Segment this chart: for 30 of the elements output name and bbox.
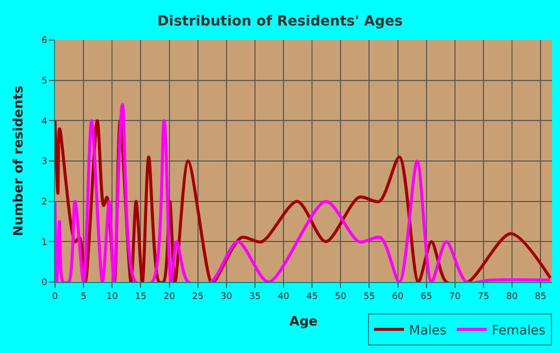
x-tick-label: 45 [306,292,318,302]
legend-label: Males [409,323,447,338]
x-tick-label: 55 [363,292,375,302]
y-tick-label: 3 [41,157,48,168]
x-tick-label: 5 [80,292,86,302]
y-axis-title: Number of residents [11,85,26,236]
y-tick-label: 1 [41,238,48,248]
x-tick-label: 80 [506,292,518,302]
x-tick-label: 70 [449,292,461,302]
x-tick-label: 65 [420,292,432,302]
x-tick-label: 20 [164,292,176,302]
x-tick-label: 85 [534,292,546,302]
x-tick-label: 75 [478,292,490,302]
x-tick-label: 35 [249,292,261,302]
x-tick-label: 15 [134,292,146,302]
y-tick-label: 5 [41,76,48,86]
x-tick-label: 30 [220,292,232,302]
chart-title: Distribution of Residents' Ages [157,14,403,30]
x-tick-label: 40 [278,292,290,302]
y-tick-label: 4 [41,116,48,127]
x-tick-label: 50 [334,292,347,302]
x-tick-label: 10 [106,292,118,302]
y-tick-label: 2 [41,197,48,208]
y-tick-label: 0 [41,278,48,288]
legend-label: Females [492,323,546,338]
x-tick-label: 0 [52,292,58,302]
y-tick-label: 6 [41,36,48,46]
x-tick-label: 25 [192,292,204,302]
x-tick-label: 60 [392,292,404,302]
x-axis-title: Age [289,314,318,330]
